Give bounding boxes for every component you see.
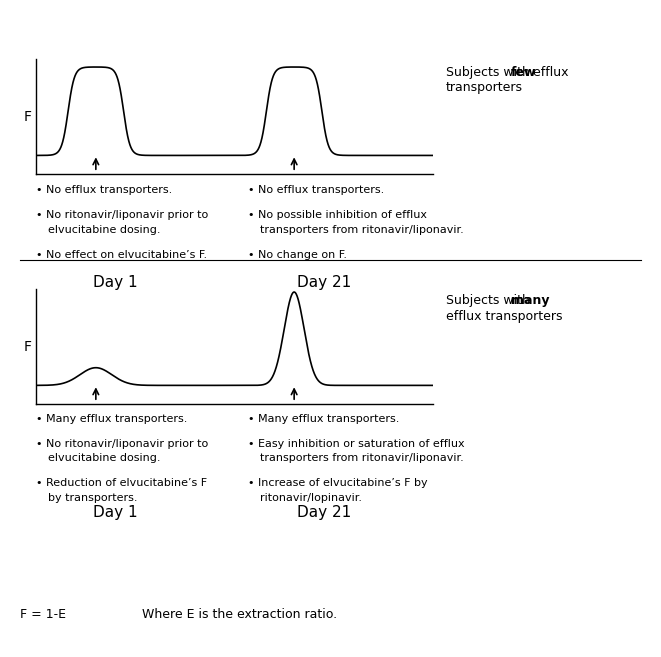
Text: elvucitabine dosing.: elvucitabine dosing.: [48, 225, 161, 235]
Text: transporters from ritonavir/liponavir.: transporters from ritonavir/liponavir.: [260, 453, 463, 463]
Text: Where E is the extraction ratio.: Where E is the extraction ratio.: [142, 608, 337, 621]
Text: • No possible inhibition of efflux: • No possible inhibition of efflux: [248, 210, 427, 220]
Text: by transporters.: by transporters.: [48, 493, 137, 503]
Text: few: few: [511, 66, 537, 79]
Text: transporters from ritonavir/liponavir.: transporters from ritonavir/liponavir.: [260, 225, 463, 235]
Text: • Reduction of elvucitabine’s F: • Reduction of elvucitabine’s F: [36, 478, 208, 488]
Text: Day 21: Day 21: [297, 275, 351, 290]
Text: • Many efflux transporters.: • Many efflux transporters.: [36, 414, 188, 424]
Text: • No efflux transporters.: • No efflux transporters.: [36, 185, 173, 195]
Text: • No ritonavir/liponavir prior to: • No ritonavir/liponavir prior to: [36, 210, 209, 220]
Text: many: many: [511, 294, 549, 307]
Y-axis label: F: F: [24, 340, 32, 353]
Text: • No ritonavir/liponavir prior to: • No ritonavir/liponavir prior to: [36, 439, 209, 449]
Text: • Many efflux transporters.: • Many efflux transporters.: [248, 414, 399, 424]
Text: • No efflux transporters.: • No efflux transporters.: [248, 185, 384, 195]
Text: efflux: efflux: [529, 66, 569, 79]
Text: Day 1: Day 1: [93, 275, 138, 290]
Text: F = 1-E: F = 1-E: [20, 608, 66, 621]
Text: • No change on F.: • No change on F.: [248, 250, 347, 260]
Y-axis label: F: F: [24, 110, 32, 124]
Text: ritonavir/lopinavir.: ritonavir/lopinavir.: [260, 493, 362, 503]
Text: • No effect on elvucitabine’s F.: • No effect on elvucitabine’s F.: [36, 250, 208, 260]
Text: transporters: transporters: [446, 81, 523, 95]
Text: • Easy inhibition or saturation of efflux: • Easy inhibition or saturation of efflu…: [248, 439, 465, 449]
Text: Subjects with: Subjects with: [446, 66, 534, 79]
Text: Day 21: Day 21: [297, 505, 351, 520]
Text: efflux transporters: efflux transporters: [446, 310, 563, 323]
Text: elvucitabine dosing.: elvucitabine dosing.: [48, 453, 161, 463]
Text: Subjects with: Subjects with: [446, 294, 534, 307]
Text: • Increase of elvucitabine’s F by: • Increase of elvucitabine’s F by: [248, 478, 428, 488]
Text: Day 1: Day 1: [93, 505, 138, 520]
